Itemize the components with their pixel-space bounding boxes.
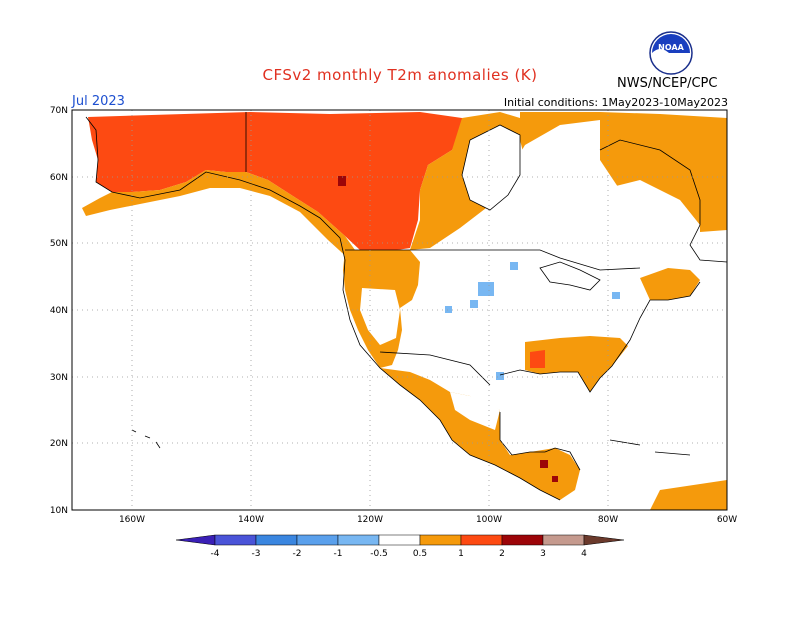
neutral-region-east-canada — [516, 120, 620, 205]
neutral-region-central-mexico — [450, 392, 500, 430]
legend-label: 2 — [499, 549, 505, 559]
lat-label: 20N — [50, 439, 68, 449]
cold-anomaly-cell — [496, 372, 504, 380]
legend-swatch — [378, 534, 421, 546]
warm-anomaly-region-caribbean — [650, 480, 727, 510]
warm-anomaly-region-mexico — [380, 368, 580, 500]
coastline-hudson — [461, 124, 521, 211]
noaa-logo-text: NOAA — [658, 43, 684, 52]
border-us-canada — [345, 249, 641, 271]
cold-anomaly-cell — [470, 300, 478, 308]
lat-label: 10N — [50, 506, 68, 516]
coastline-west — [85, 116, 561, 501]
lat-label: 40N — [50, 306, 68, 316]
legend-label: 0.5 — [413, 549, 427, 559]
legend-label: 3 — [540, 549, 546, 559]
lat-labels: 70N 60N 50N 40N 30N 20N 10N — [50, 106, 68, 516]
noaa-logo-icon: NOAA — [649, 31, 693, 75]
cold-anomaly-cell — [478, 282, 494, 296]
legend-swatch — [542, 534, 585, 546]
legend-label: 4 — [581, 549, 587, 559]
legend-swatch — [255, 534, 298, 546]
legend-colorbar — [175, 534, 625, 546]
warm-anomaly-region-alaska-south — [82, 170, 355, 260]
coastline-gulf — [499, 412, 581, 471]
warm-anomaly-region-new-england — [640, 268, 700, 300]
great-lakes — [539, 261, 601, 291]
cold-anomaly-cell — [510, 262, 518, 270]
legend-swatch — [419, 534, 462, 546]
lon-label: 80W — [598, 515, 618, 525]
legend-label: 1 — [458, 549, 464, 559]
warm-anomaly-region-gulf-hotspot — [530, 350, 545, 368]
strong-warm-anomaly-cell — [338, 176, 346, 186]
chart-title: CFSv2 monthly T2m anomalies (K) — [262, 66, 538, 84]
lon-label: 100W — [476, 515, 502, 525]
strong-warm-anomaly-cell — [552, 476, 558, 482]
legend-label: -3 — [252, 549, 261, 559]
legend-arrow-warm — [583, 534, 625, 546]
legend-label: -2 — [293, 549, 302, 559]
legend-swatch — [214, 534, 257, 546]
neutral-region-east-canada-2 — [590, 180, 700, 250]
legend-arrow-cold — [175, 534, 216, 546]
legend-swatch — [460, 534, 503, 546]
border-us-mexico — [379, 351, 491, 386]
lat-label: 30N — [50, 373, 68, 383]
lon-labels: 160W 140W 120W 100W 80W 60W — [119, 515, 737, 525]
legend-label: -4 — [211, 549, 220, 559]
legend-label: -0.5 — [370, 549, 388, 559]
neutral-region-hudson — [462, 125, 520, 210]
lon-label: 60W — [717, 515, 737, 525]
initial-conditions: Initial conditions: 1May2023-10May2023 — [503, 96, 728, 109]
legend-swatch — [501, 534, 544, 546]
map-frame — [71, 109, 728, 511]
forecast-month: Jul 2023 — [72, 94, 125, 109]
legend-swatch — [337, 534, 380, 546]
lon-label: 140W — [238, 515, 264, 525]
cold-anomaly-cell — [612, 292, 620, 299]
warm-anomaly-region-southeast-us — [525, 336, 628, 392]
legend-swatch — [296, 534, 339, 546]
legend-label: -1 — [334, 549, 343, 559]
graticule — [72, 110, 727, 510]
warm-anomaly-region-northwest — [88, 112, 462, 252]
lon-label: 120W — [357, 515, 383, 525]
lat-label: 70N — [50, 106, 68, 116]
coastline-labrador — [599, 139, 727, 263]
anomaly-layer — [82, 112, 727, 510]
hawaii-islands — [131, 429, 161, 449]
coastline-southeast — [499, 281, 701, 393]
caribbean-islands — [609, 439, 691, 456]
lon-label: 160W — [119, 515, 145, 525]
lat-label: 60N — [50, 173, 68, 183]
coastlines — [85, 112, 727, 501]
agency-label: NWS/NCEP/CPC — [617, 76, 718, 91]
legend-labels: -4 -3 -2 -1 -0.5 0.5 1 2 3 4 — [211, 549, 588, 559]
cold-anomaly-cell — [445, 306, 452, 313]
lat-label: 50N — [50, 239, 68, 249]
strong-warm-anomaly-cell — [540, 460, 548, 468]
